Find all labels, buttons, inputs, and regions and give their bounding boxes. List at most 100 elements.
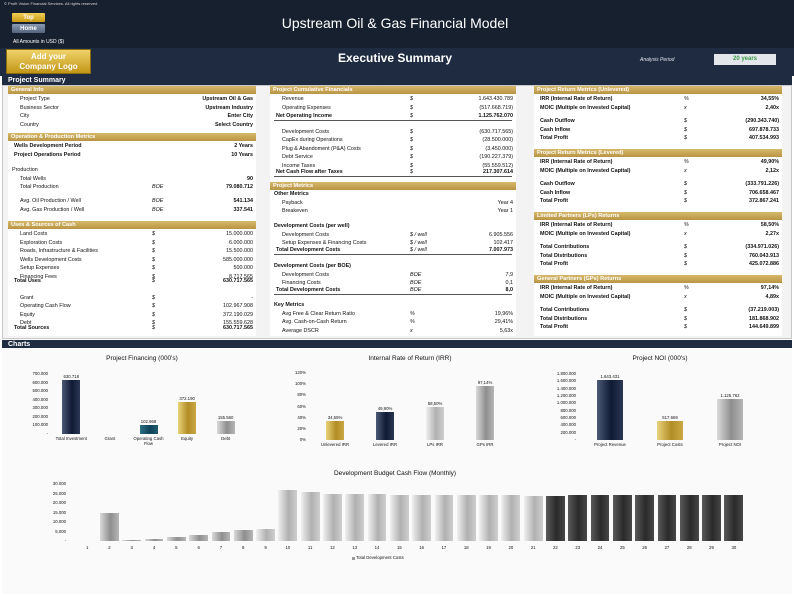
row-label: Operating Cash Flow: [20, 303, 71, 309]
row-value: 97,14%: [760, 285, 779, 291]
row-value: 29,41%: [494, 319, 513, 325]
chart-bar: [717, 398, 743, 440]
chart-bar: [139, 425, 158, 434]
category-label: 29: [709, 545, 714, 550]
summary-row: Financing Fees $8.717.565: [8, 273, 256, 281]
legend-swatch: [352, 557, 355, 560]
row-unit: BOE: [410, 271, 422, 278]
row-unit: %: [684, 222, 689, 228]
row-unit: x: [684, 293, 687, 300]
y-tick-label: 100.000: [32, 422, 48, 428]
category-label: 9: [264, 545, 267, 550]
summary-row: City Enter City: [8, 112, 256, 120]
row-label: Total Contributions: [540, 244, 590, 250]
row-label: Wells Development Costs: [20, 256, 82, 263]
title-band: [0, 48, 794, 76]
category-label: 25: [619, 545, 625, 550]
row-label: Avg. Oil Production / Well: [20, 198, 81, 204]
row-label: Cash Inflow: [540, 126, 571, 133]
summary-row: Total Profit $372.867.241: [534, 197, 782, 205]
row-unit: $: [684, 118, 687, 124]
row-label: Total Wells: [20, 175, 46, 182]
chart-title: Project Financing (000's): [106, 355, 178, 362]
row-value: 144.649.899: [749, 324, 779, 330]
row-label: Avg. Gas Production / Well: [20, 206, 85, 213]
subsection-label: Production: [12, 167, 38, 173]
company-logo-placeholder[interactable]: Add your Company Logo: [6, 49, 91, 74]
row-value: (3.450.000): [485, 145, 513, 152]
category-label: Total Investment: [55, 436, 87, 441]
row-label: Exploration Costs: [20, 239, 63, 246]
row-value: 34,55%: [760, 96, 779, 102]
chart-bar: [367, 494, 387, 541]
section-header: Limited Partners (LPs) Returns: [534, 212, 782, 220]
row-value: 2 Years: [234, 143, 253, 149]
row-unit: $: [152, 294, 155, 301]
chart-bar: [434, 495, 454, 541]
chart-bar: [597, 379, 623, 440]
row-label: Revenue: [282, 96, 304, 102]
row-unit: $: [684, 198, 687, 204]
section-header: Project Metrics: [270, 182, 516, 190]
summary-row: Debt $155.559.628: [8, 319, 256, 327]
row-unit: $: [152, 303, 155, 309]
row-label: IRR (Internal Rate of Return): [540, 285, 613, 291]
category-label: 30: [731, 545, 737, 550]
y-tick-label: 400.000: [560, 422, 576, 428]
row-value: (37.219.003): [748, 307, 779, 313]
chart-bar: [376, 412, 394, 440]
top-button[interactable]: Top: [12, 13, 45, 22]
row-unit: x: [684, 167, 687, 174]
summary-column-3: [534, 86, 782, 336]
summary-row: MOIC (Multiple on Invested Capital) x 2,12…: [534, 167, 782, 175]
row-unit: $: [152, 320, 155, 326]
row-label: Total Sources: [14, 324, 50, 331]
y-tick-label: 500.000: [32, 388, 48, 394]
row-label: Equity: [20, 311, 35, 318]
row-unit: $: [684, 126, 687, 133]
category-label: 5: [175, 545, 178, 550]
y-tick-label: -: [64, 538, 66, 543]
category-label: 26: [642, 545, 648, 550]
category-label: LPs IRR: [427, 442, 443, 447]
row-unit: $: [684, 244, 687, 250]
page-title: Executive Summary: [337, 51, 453, 65]
y-tick-label: 60%: [297, 403, 306, 409]
summary-row: Total Development Costs $ / well 7.007.973: [270, 246, 516, 254]
row-unit: $: [684, 181, 687, 187]
row-value: 760.043.913: [749, 252, 779, 259]
y-tick-label: 15.000: [52, 509, 66, 515]
row-value: (334.971.026): [745, 244, 779, 250]
row-value: (517.668.719): [479, 104, 513, 111]
row-value: 706.658.467: [749, 189, 779, 196]
row-label: Business Sector: [20, 104, 59, 111]
category-label: 2: [108, 545, 111, 550]
row-unit: $: [410, 128, 413, 135]
row-value: (28.500.000): [482, 137, 513, 143]
row-value: Upstream Oil & Gas: [202, 96, 253, 102]
row-unit: BOE: [410, 280, 422, 286]
total-underline: [274, 120, 512, 121]
data-label: 34,55%: [327, 414, 343, 420]
row-value: Year 4: [497, 199, 513, 206]
home-button[interactable]: Home: [12, 24, 45, 33]
row-unit: $: [684, 189, 687, 196]
chart-bar: [144, 539, 164, 541]
data-label: 97,14%: [477, 379, 493, 385]
row-label: MOIC (Multiple on Invested Capital): [540, 293, 631, 300]
data-label: 630.718: [63, 373, 80, 379]
y-tick-label: 1.800.000: [556, 371, 576, 376]
analysis-period-value[interactable]: 20 years: [714, 54, 776, 65]
row-label: Setup Expenses: [20, 265, 60, 271]
summary-row: Total Production BOE 79.080.712: [8, 183, 256, 191]
row-value: 15.000.000: [226, 231, 253, 237]
summary-column-1: [8, 86, 256, 336]
top-header: [0, 0, 794, 48]
row-label: Development Costs: [282, 271, 330, 278]
row-value: 1.125.762.070: [478, 113, 513, 119]
category-label: 24: [597, 545, 603, 550]
charts-panel: [2, 348, 792, 594]
data-label: 49,90%: [377, 406, 393, 412]
total-sources-row: Total Sources $630.717.565: [8, 324, 256, 332]
row-value: 217.307.614: [483, 168, 513, 175]
